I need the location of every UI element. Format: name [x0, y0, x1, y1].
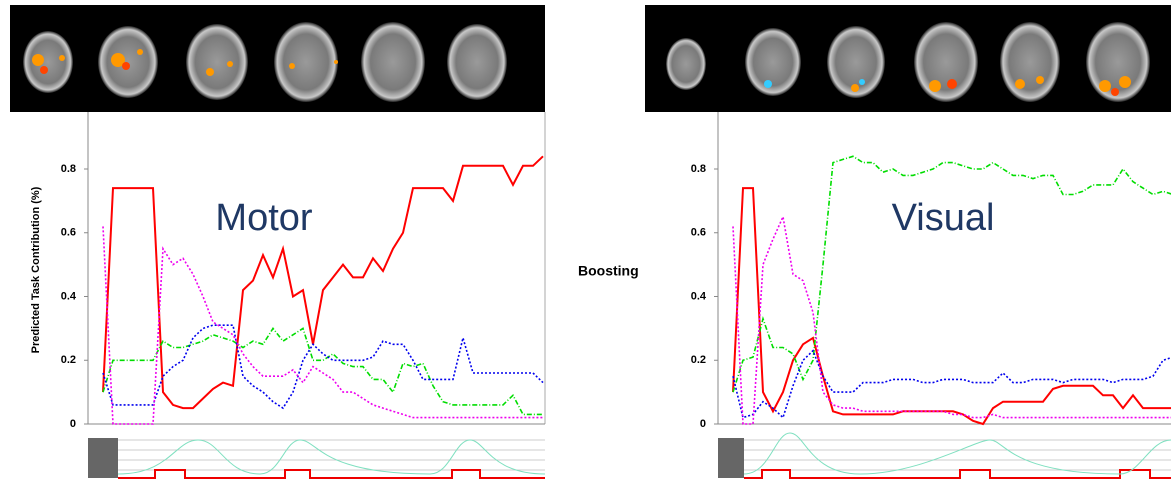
series-line: [733, 156, 1171, 392]
brain-strip-right: [645, 5, 1171, 112]
y-tick-label: 0.6: [691, 227, 706, 239]
annotation: Motor: [215, 197, 312, 239]
y-tick-label: 0.4: [61, 290, 77, 302]
y-tick-label: 0: [70, 418, 76, 430]
figure: Boosting Predicted Task Contribution (%)…: [0, 0, 1171, 492]
timeline-right: [718, 433, 1171, 478]
series-line: [733, 217, 1171, 424]
y-axis-label: Predicted Task Contribution (%): [30, 186, 42, 353]
series-line: [733, 351, 1171, 418]
brain-strip-left: [10, 5, 545, 112]
y-tick-label: 0.2: [61, 354, 76, 366]
timeline-left: [88, 438, 545, 478]
series-line: [103, 328, 543, 414]
annotation: Visual: [892, 197, 995, 239]
y-tick-label: 0: [700, 418, 706, 430]
y-tick-label: 0.8: [61, 163, 76, 175]
frame-right: [718, 112, 1171, 424]
y-tick-label: 0.8: [691, 163, 706, 175]
row-label: Boosting: [578, 263, 639, 279]
y-tick-label: 0.4: [691, 290, 707, 302]
y-tick-label: 0.6: [61, 227, 76, 239]
plot-area: [103, 156, 543, 424]
y-tick-label: 0.2: [691, 354, 706, 366]
series-line: [103, 325, 543, 408]
series-line: [103, 226, 543, 424]
